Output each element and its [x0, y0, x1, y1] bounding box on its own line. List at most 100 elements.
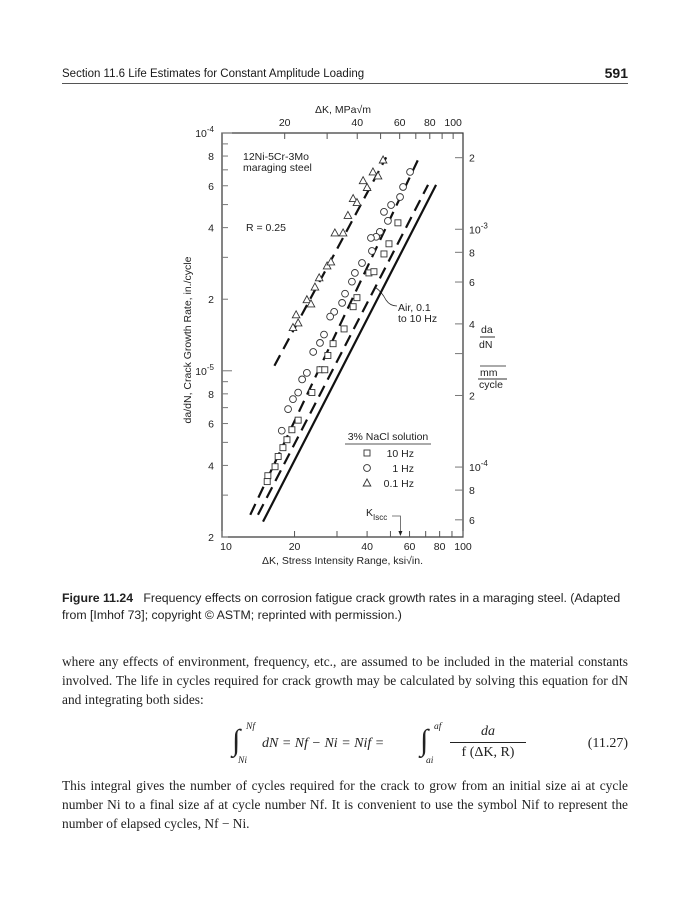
y2-axis-label-cycle: cycle	[479, 379, 503, 391]
air-trend-line	[262, 184, 438, 523]
y2-tick-label: 6	[469, 277, 475, 289]
data-point-square	[271, 463, 279, 471]
section-title: Section 11.6 Life Estimates for Constant…	[62, 68, 365, 80]
data-point-triangle	[348, 193, 358, 203]
x2-tick-label: 100	[444, 117, 462, 129]
denominator: f (ΔK, R)	[461, 745, 515, 760]
integral-sign: ∫	[420, 724, 429, 757]
data-point-circle	[384, 217, 392, 225]
data-point-triangle	[322, 261, 332, 270]
x-tick-label: 60	[404, 541, 416, 553]
data-point-triangle	[378, 155, 388, 164]
data-point-square	[349, 303, 357, 311]
data-point-circle	[376, 227, 384, 236]
y2-tick-label: 8	[469, 485, 475, 497]
x2-axis-label: ΔK, MPa√m	[315, 104, 371, 116]
data-point-circle	[289, 395, 297, 403]
data-point-square	[283, 436, 291, 444]
data-point-circle	[387, 201, 395, 209]
data-point-square	[340, 325, 348, 333]
fraction: da f (ΔK, R)	[450, 724, 526, 761]
data-point-circle	[284, 405, 292, 413]
data-point-triangle	[288, 322, 298, 332]
data-point-circle	[338, 299, 346, 307]
y2-tick-label: 10-4	[469, 459, 488, 474]
data-point-circle	[341, 289, 349, 298]
data-point-triangle	[330, 227, 340, 237]
kiscc-leader	[392, 515, 401, 535]
data-point-triangle	[310, 282, 320, 291]
legend-label: 10 Hz	[387, 448, 414, 460]
data-point-square	[324, 352, 332, 359]
kiscc-label: KIscc	[366, 507, 387, 522]
y-tick-label: 4	[208, 460, 214, 472]
paragraph-2: This integral gives the number of cycles…	[62, 778, 628, 831]
x-tick-label: 100	[454, 541, 472, 553]
data-point-triangle	[352, 197, 362, 206]
legend-title: 3% NaCl solution	[348, 431, 429, 443]
x-tick-label: 20	[289, 541, 301, 553]
air-leader	[374, 286, 398, 307]
data-point-circle	[380, 208, 388, 216]
data-point-circle	[316, 339, 324, 347]
y2-axis-label-mm: mm	[480, 367, 498, 379]
data-point-square	[385, 240, 393, 248]
data-point-circle	[294, 388, 302, 397]
figure-label: Figure 11.24	[62, 591, 134, 605]
data-point-square	[294, 416, 302, 424]
data-point-circle	[320, 330, 328, 339]
data-point-triangle	[314, 272, 324, 282]
figure-caption: Figure 11.24 Frequency effects on corros…	[62, 590, 632, 624]
data-point-circle	[303, 369, 311, 377]
x2-tick-label: 40	[351, 117, 363, 129]
y-tick-label: 8	[208, 389, 214, 401]
data-point-circle	[367, 234, 375, 242]
x2-tick-label: 20	[279, 117, 291, 129]
data-point-square	[321, 366, 329, 374]
data-point-square	[370, 268, 378, 276]
data-point-square	[329, 340, 337, 348]
data-point-square	[288, 426, 296, 434]
x-axis-label: ΔK, Stress Intensity Range, ksi√in.	[262, 555, 423, 567]
data-point-square	[274, 453, 282, 460]
y-tick-label: 2	[208, 294, 214, 306]
air-label: to 10 Hz	[398, 313, 437, 325]
numerator: da	[450, 724, 526, 743]
legend-label: 0.1 Hz	[384, 478, 414, 490]
air-label: Air, 0.1	[398, 302, 431, 314]
y2-tick-label: 6	[469, 515, 475, 527]
y2-tick-label: 8	[469, 247, 475, 259]
data-point-circle	[368, 247, 376, 255]
x2-tick-label: 60	[394, 117, 406, 129]
data-point-triangle	[358, 175, 368, 185]
x-tick-label: 10	[220, 541, 232, 553]
x2-tick-label: 80	[424, 117, 436, 129]
data-point-circle	[399, 183, 407, 191]
y-tick-label: 10-4	[195, 125, 214, 140]
y-tick-label: 6	[208, 181, 214, 193]
y-axis-label: da/dN, Crack Growth Rate, in./cycle	[182, 256, 194, 423]
data-point-triangle	[302, 294, 312, 304]
plot-frame	[221, 132, 464, 538]
x-tick-label: 40	[361, 541, 373, 553]
y-tick-label: 2	[208, 532, 214, 544]
data-point-circle	[326, 312, 334, 321]
data-point-circle	[348, 277, 356, 286]
page-number: 591	[604, 65, 628, 81]
int2-lower: ai	[426, 756, 434, 766]
legend-marker-triangle	[362, 478, 372, 487]
equation-middle: dN = Nf − Ni = Nif =	[262, 736, 385, 751]
y2-axis-label-da: da	[481, 324, 493, 336]
data-point-circle	[309, 348, 318, 356]
int1-lower: Ni	[238, 756, 247, 766]
data-point-triangle	[368, 166, 378, 176]
y-tick-label: 8	[208, 151, 214, 163]
data-point-circle	[358, 259, 366, 267]
equation-11-27: ∫ Nf Ni dN = Nf − Ni = Nif = ∫ af ai da …	[62, 722, 628, 772]
data-point-triangle	[373, 170, 383, 180]
data-point-circle	[330, 307, 339, 316]
data-point-circle	[396, 193, 404, 201]
data-point-circle	[277, 426, 286, 435]
equation-number: (11.27)	[587, 736, 628, 751]
integral-sign: ∫	[232, 724, 241, 757]
